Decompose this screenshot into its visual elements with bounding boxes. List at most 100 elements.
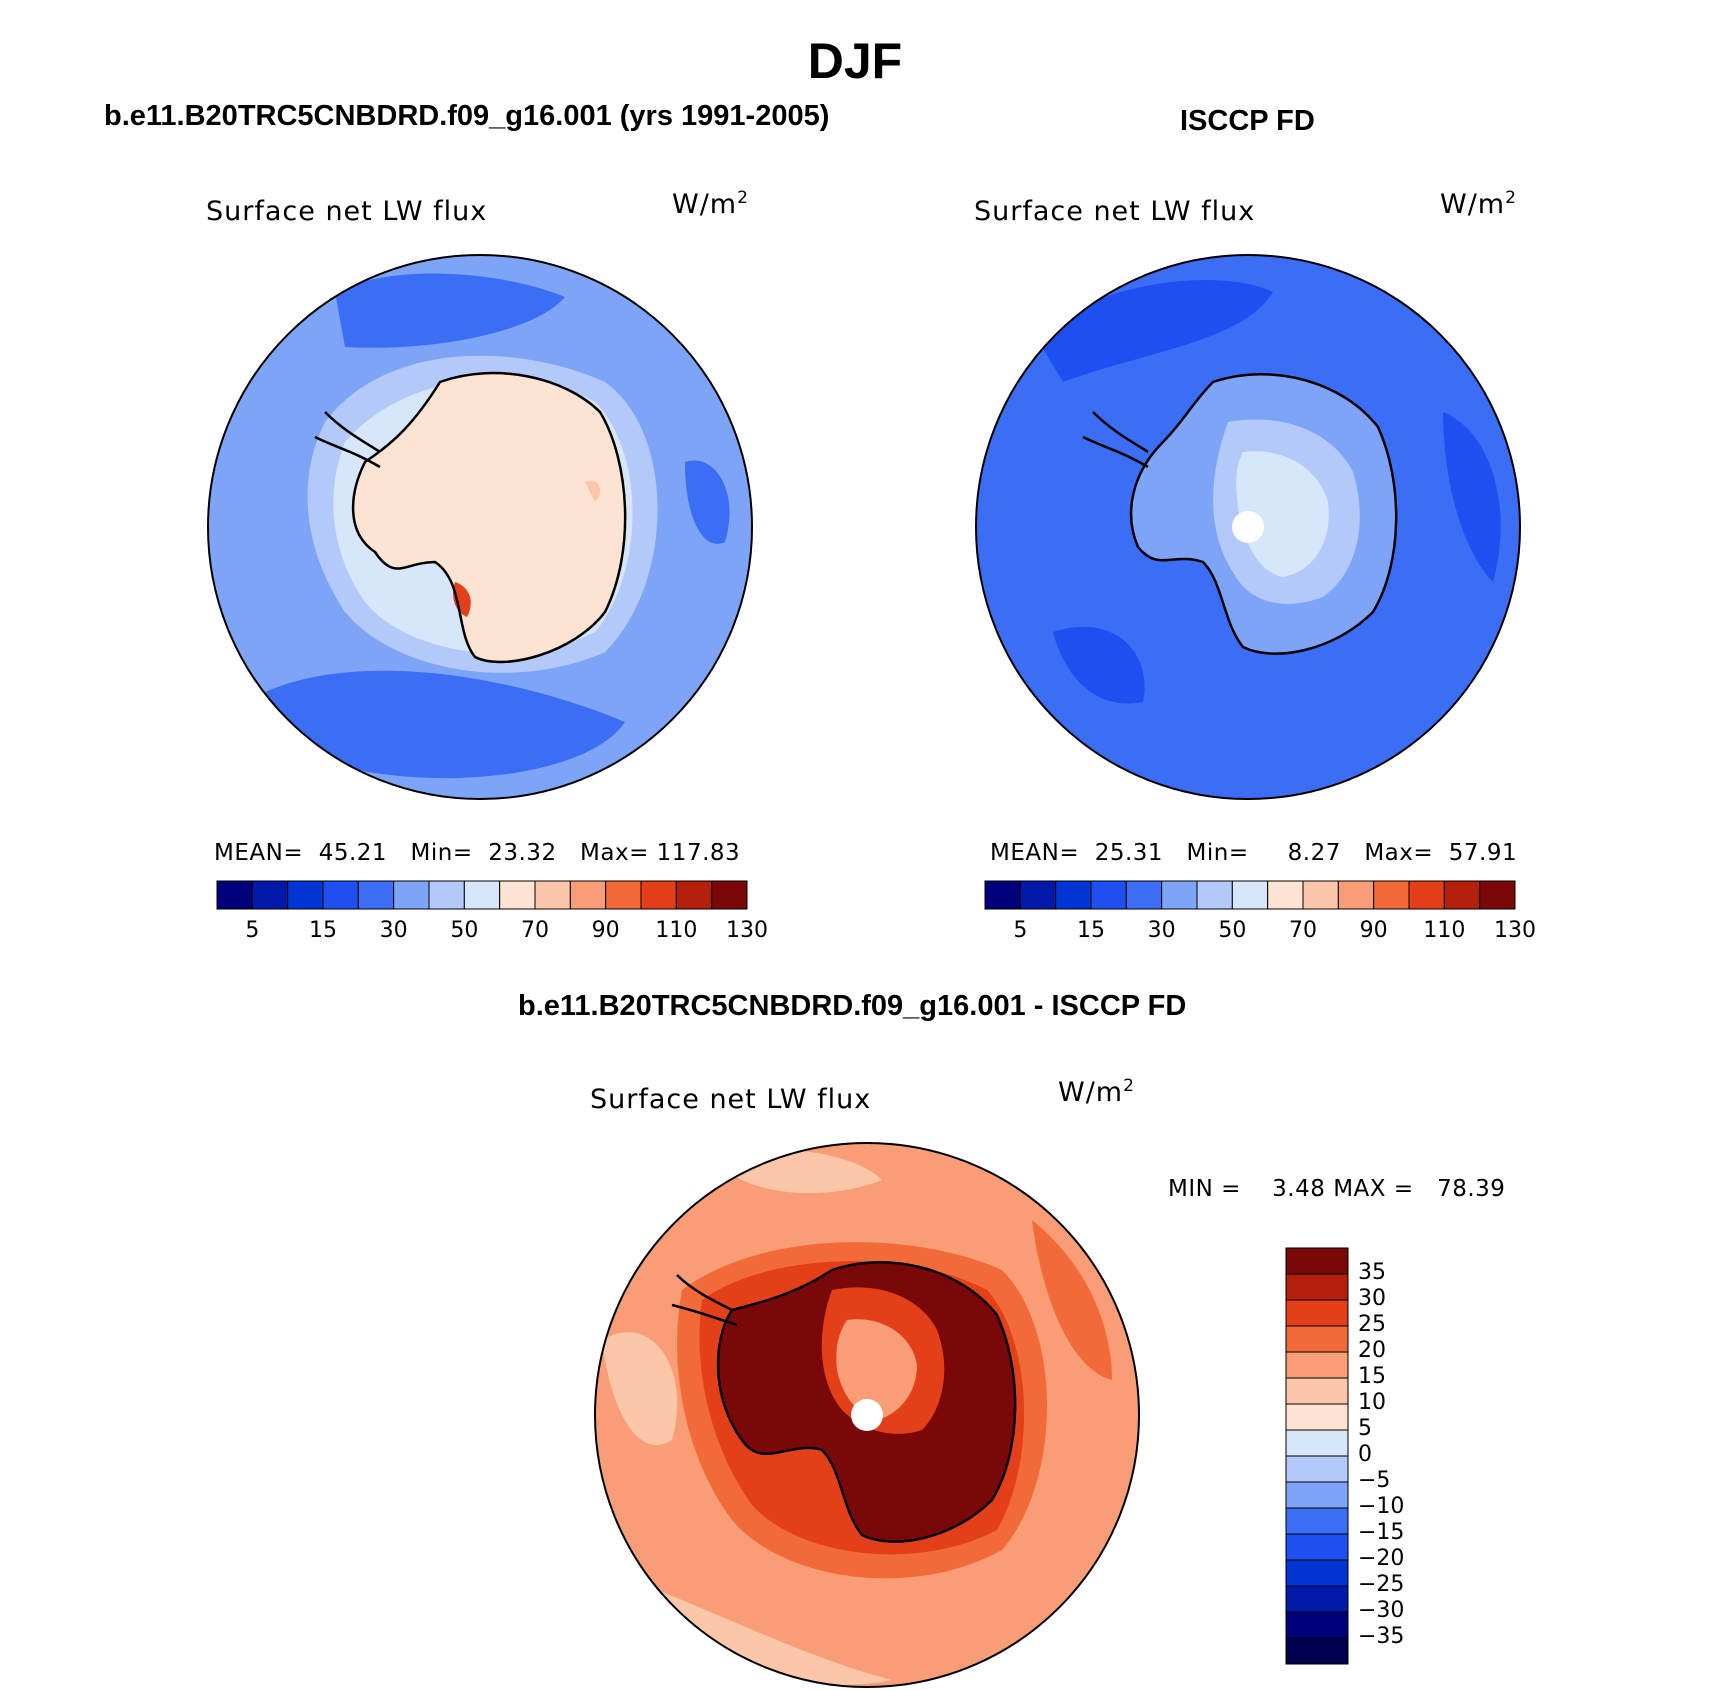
diff-colorbar xyxy=(1285,1247,1349,1665)
colorbar-tick-label: 15 xyxy=(309,918,337,943)
colorbar-box xyxy=(1090,880,1127,910)
colorbar-box xyxy=(1302,880,1339,910)
colorbar-tick-label: 15 xyxy=(1358,1364,1386,1389)
colorbar-tick-label: 110 xyxy=(1423,918,1466,943)
model-panel-header: b.e11.B20TRC5CNBDRD.f09_g16.001 (yrs 199… xyxy=(104,100,830,132)
obs-variable-label: Surface net LW flux xyxy=(974,196,1256,227)
colorbar-tick-label: 15 xyxy=(1077,918,1105,943)
colorbar-box xyxy=(675,880,713,910)
model-variable-label: Surface net LW flux xyxy=(206,196,488,227)
colorbar-tick-label: 130 xyxy=(726,918,768,943)
colorbar-box xyxy=(428,880,465,910)
colorbar-box xyxy=(499,880,536,910)
colorbar-tick-label: 50 xyxy=(450,918,479,943)
colorbar-box xyxy=(1285,1377,1349,1405)
model-hot-spot xyxy=(453,582,471,617)
model-warm-patch xyxy=(585,481,601,502)
colorbar-box xyxy=(1019,880,1057,910)
diff-map xyxy=(594,1142,1140,1688)
obs-ocean-dark-southwest xyxy=(1053,626,1145,704)
diff-pale-patch xyxy=(612,1617,645,1650)
model-map-border xyxy=(207,254,753,800)
colorbar-box xyxy=(1285,1429,1349,1457)
diff-mid-east xyxy=(1032,1220,1112,1380)
colorbar-box xyxy=(1443,880,1481,910)
colorbar-box xyxy=(1285,1403,1349,1431)
colorbar-box xyxy=(393,880,430,910)
colorbar-tick-label: −20 xyxy=(1358,1546,1405,1571)
colorbar-box xyxy=(1408,880,1445,910)
colorbar-tick-label: −5 xyxy=(1358,1468,1391,1493)
colorbar-box xyxy=(1285,1247,1349,1275)
colorbar-box xyxy=(1055,880,1092,910)
obs-map xyxy=(975,254,1521,800)
obs-colorbar xyxy=(984,880,1516,910)
colorbar-box xyxy=(1125,880,1163,910)
colorbar-tick-label: 70 xyxy=(1289,918,1317,943)
antarctica-coastline-icon xyxy=(671,1261,1017,1543)
model-map xyxy=(207,254,753,800)
colorbar-box xyxy=(216,880,253,910)
colorbar-box xyxy=(569,880,607,910)
colorbar-box xyxy=(1267,880,1304,910)
model-ocean-dark-south xyxy=(265,670,625,779)
colorbar-box xyxy=(1285,1351,1349,1379)
colorbar-tick-label: −25 xyxy=(1358,1572,1405,1597)
obs-ocean-dark-east xyxy=(1443,412,1501,582)
colorbar-tick-label: 90 xyxy=(591,918,620,943)
diff-ocean-light-south xyxy=(632,1580,892,1686)
model-colorbar-ticks: 5 15 30 50 70 90 110 130 xyxy=(217,918,768,948)
diff-units-label: W/m2 xyxy=(1058,1076,1135,1108)
colorbar-tick-label: 20 xyxy=(1358,1338,1386,1363)
colorbar-box xyxy=(322,880,359,910)
model-colorbar xyxy=(216,880,748,910)
antarctica-coastline-icon xyxy=(314,371,627,664)
obs-units-label: W/m2 xyxy=(1440,188,1517,220)
colorbar-box xyxy=(984,880,1021,910)
colorbar-box xyxy=(1285,1559,1349,1587)
model-ocean-dark-north xyxy=(335,273,565,348)
diff-interior-core xyxy=(836,1319,917,1420)
colorbar-box xyxy=(640,880,677,910)
obs-ocean-dark-north xyxy=(1033,280,1273,382)
colorbar-box xyxy=(1196,880,1233,910)
colorbar-box xyxy=(1285,1611,1349,1639)
colorbar-box xyxy=(534,880,571,910)
colorbar-box xyxy=(463,880,501,910)
colorbar-tick-label: −10 xyxy=(1358,1494,1405,1519)
colorbar-tick-label: 5 xyxy=(245,918,260,943)
antarctica-coastline-icon xyxy=(1082,373,1398,655)
colorbar-tick-label: 5 xyxy=(1358,1416,1372,1441)
obs-panel-header: ISCCP FD xyxy=(1180,105,1315,137)
diff-colorbar-ticks: 35 30 25 20 15 10 5 0 −5 −10 −15 −20 −25 −30 −35 xyxy=(1358,1248,1438,1664)
colorbar-tick-label: 130 xyxy=(1494,918,1536,943)
colorbar-box xyxy=(1337,880,1375,910)
obs-colorbar-ticks: 5 15 30 50 70 90 110 130 xyxy=(985,918,1536,948)
model-stats: MEAN= 45.21 Min= 23.32 Max= 117.83 xyxy=(214,840,741,866)
colorbar-tick-label: −30 xyxy=(1358,1598,1405,1623)
colorbar-box xyxy=(1285,1273,1349,1301)
diff-ocean-light-west xyxy=(602,1332,678,1446)
colorbar-tick-label: 70 xyxy=(521,918,549,943)
colorbar-tick-label: 50 xyxy=(1218,918,1247,943)
colorbar-tick-label: 25 xyxy=(1358,1312,1386,1337)
model-units-label: W/m2 xyxy=(672,188,749,220)
colorbar-box xyxy=(287,880,324,910)
colorbar-box xyxy=(1285,1637,1349,1665)
colorbar-box xyxy=(1285,1299,1349,1327)
colorbar-tick-label: 10 xyxy=(1358,1390,1386,1415)
colorbar-tick-label: 30 xyxy=(1147,918,1176,943)
colorbar-tick-label: 35 xyxy=(1358,1260,1386,1285)
colorbar-box xyxy=(1161,880,1198,910)
colorbar-box xyxy=(1231,880,1269,910)
colorbar-box xyxy=(1285,1455,1349,1483)
colorbar-box xyxy=(1285,1507,1349,1535)
diff-variable-label: Surface net LW flux xyxy=(590,1084,872,1115)
colorbar-tick-label: 0 xyxy=(1358,1442,1372,1467)
diff-stats: MIN = 3.48 MAX = 78.39 xyxy=(1168,1176,1506,1202)
colorbar-box xyxy=(1285,1481,1349,1509)
obs-map-border xyxy=(975,254,1521,800)
colorbar-tick-label: −35 xyxy=(1358,1624,1405,1649)
colorbar-box xyxy=(1285,1325,1349,1353)
colorbar-box xyxy=(1479,880,1516,910)
